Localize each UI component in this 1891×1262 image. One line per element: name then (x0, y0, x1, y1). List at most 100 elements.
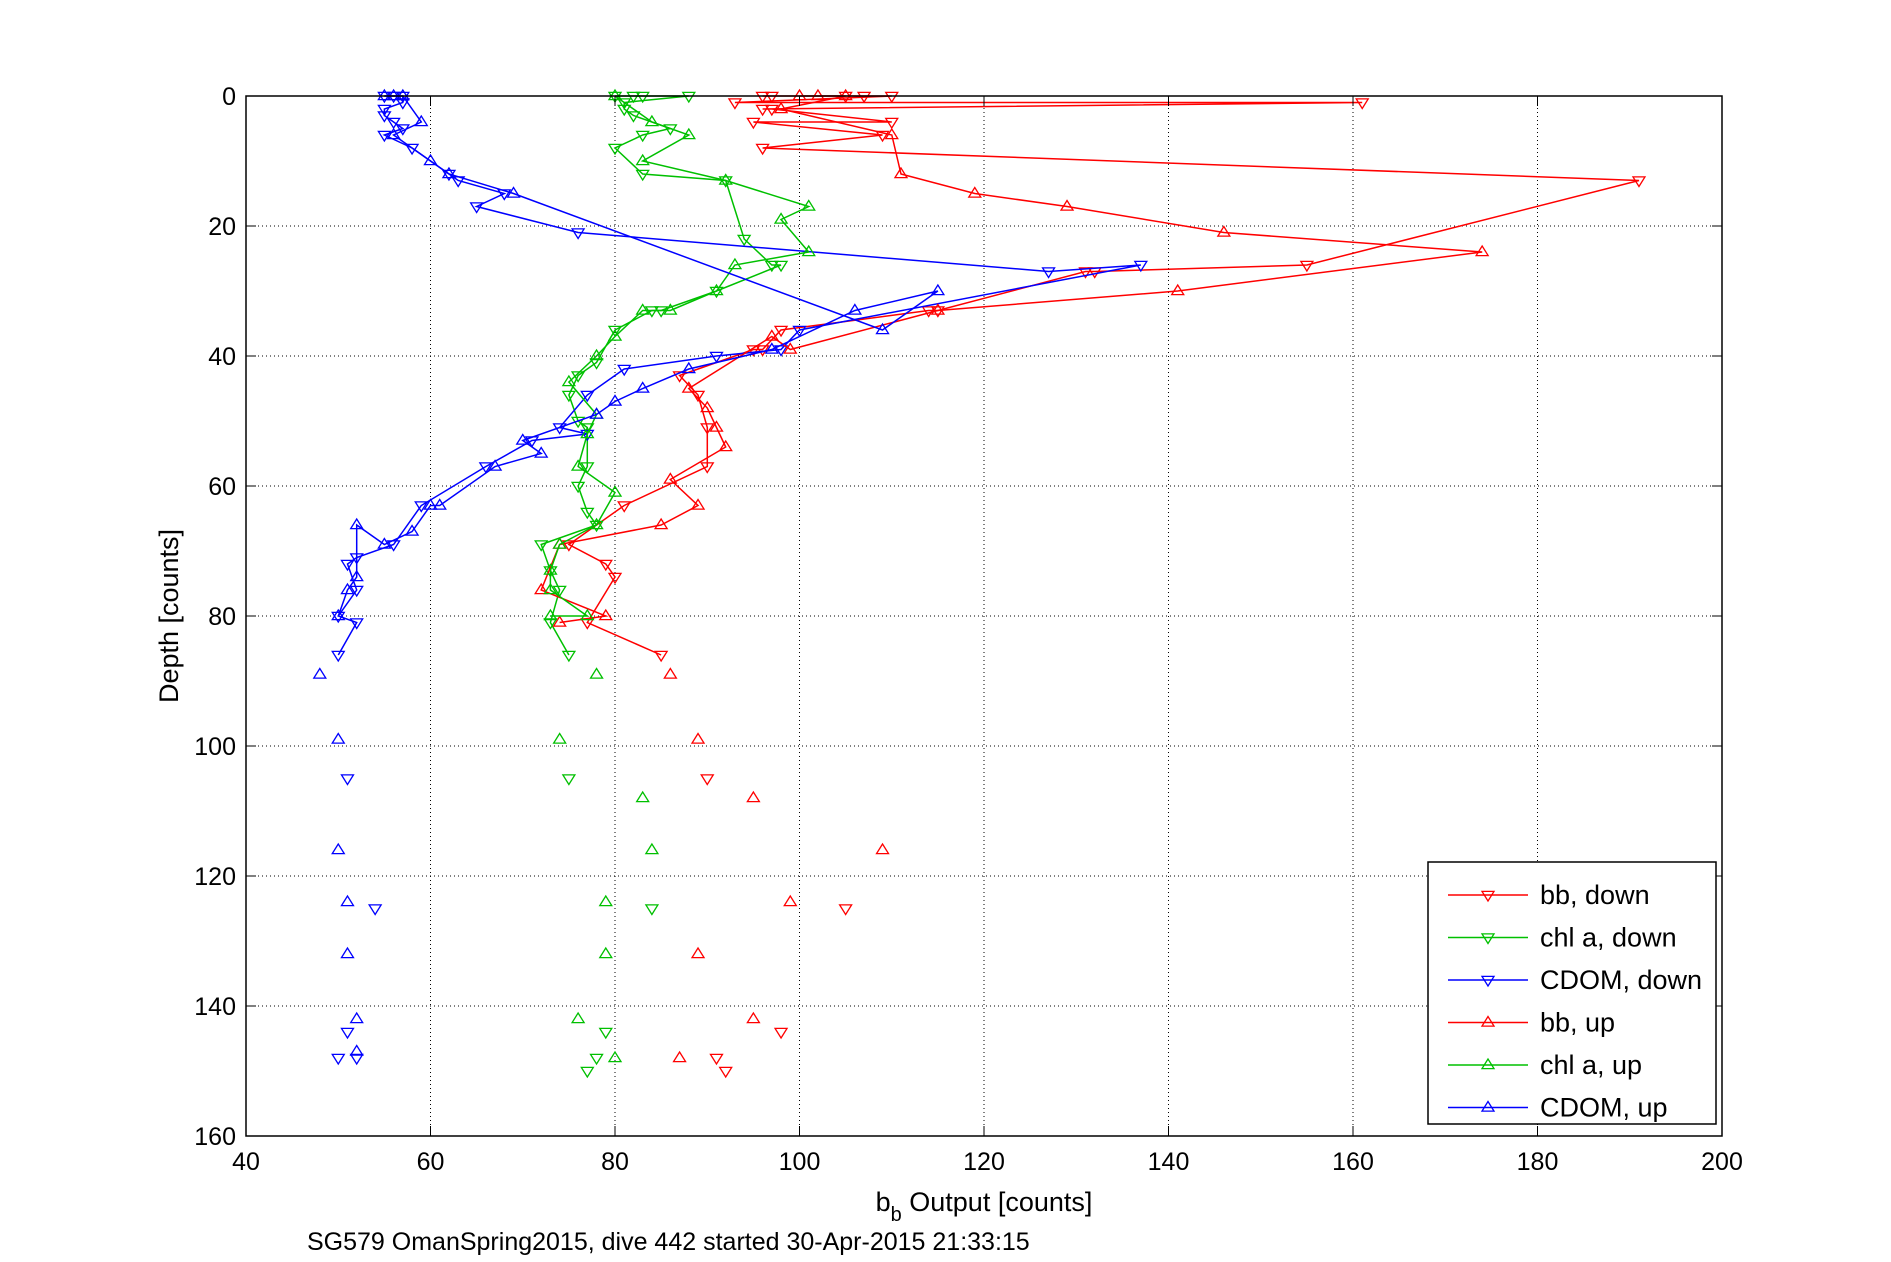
data-point (607, 325, 623, 338)
series-line (567, 95, 1640, 656)
data-point (801, 199, 816, 211)
data-point (340, 1027, 355, 1040)
data-point (930, 283, 946, 296)
data-point (561, 374, 577, 387)
data-point (543, 618, 558, 630)
data-point (644, 842, 660, 855)
data-point (1041, 267, 1056, 279)
data-point (838, 88, 853, 101)
data-point (764, 104, 779, 117)
data-point (414, 501, 429, 513)
data-point (635, 381, 650, 393)
data-point (331, 1053, 346, 1066)
data-point (736, 234, 752, 247)
data-point (552, 732, 567, 744)
legend-swatch-marker (1480, 933, 1496, 945)
data-point (561, 774, 577, 786)
data-point (644, 114, 660, 127)
data-point (497, 189, 512, 201)
data-point (349, 1053, 364, 1066)
data-point (690, 390, 706, 403)
data-point (340, 559, 355, 572)
data-point (1170, 283, 1185, 296)
data-point (644, 904, 660, 916)
legend-item: chl a, up (1448, 1050, 1642, 1080)
data-point (506, 186, 521, 198)
y-tick-label: 20 (208, 213, 236, 241)
data-point (746, 117, 761, 130)
data-point (386, 88, 401, 101)
legend-swatch-marker (1480, 890, 1496, 903)
data-point (755, 91, 770, 104)
data-point (764, 91, 779, 104)
data-point (700, 400, 715, 413)
data-point (377, 104, 392, 117)
x-tick-label: 160 (1332, 1148, 1374, 1176)
grid (246, 96, 1722, 1136)
data-point (718, 439, 733, 452)
data-point (653, 306, 669, 318)
x-tick-label: 140 (1148, 1148, 1190, 1176)
data-point (690, 732, 706, 744)
caption: SG579 OmanSpring2015, dive 442 started 3… (307, 1228, 1030, 1256)
data-point (543, 582, 558, 595)
data-point (589, 358, 604, 370)
data-point (838, 904, 853, 916)
data-point (1078, 267, 1093, 279)
data-point (681, 91, 696, 104)
data-point (672, 1050, 687, 1063)
data-point (552, 585, 567, 598)
data-point (404, 524, 420, 536)
data-point (377, 130, 392, 143)
data-point (607, 572, 623, 585)
data-point (700, 423, 715, 435)
data-point (1355, 98, 1370, 110)
data-point (580, 426, 595, 439)
y-tick-label: 100 (194, 733, 236, 761)
data-point (755, 104, 770, 117)
data-point (700, 462, 715, 474)
data-point (395, 91, 410, 104)
data-point (718, 173, 733, 185)
data-point (773, 1027, 789, 1040)
data-point (349, 1011, 364, 1024)
data-point (340, 774, 355, 786)
data-point (534, 446, 549, 458)
data-point (441, 166, 457, 179)
x-tick-label: 200 (1701, 1148, 1743, 1176)
series-line (337, 95, 939, 617)
data-point (1133, 260, 1148, 273)
data-point (598, 1027, 613, 1040)
legend-label: chl a, up (1540, 1050, 1642, 1080)
data-point (589, 517, 604, 530)
data-point (700, 774, 715, 786)
data-point (543, 608, 558, 621)
y-tick-label: 160 (194, 1123, 236, 1151)
legend-label: CDOM, up (1540, 1093, 1668, 1123)
series-bb-up (534, 88, 1490, 1063)
data-point (644, 306, 660, 318)
data-point (377, 111, 392, 123)
y-tick-label: 140 (194, 993, 236, 1021)
data-point (580, 390, 595, 403)
legend-label: CDOM, down (1540, 965, 1702, 995)
data-point (349, 618, 364, 630)
legend-item: CDOM, down (1448, 965, 1702, 995)
data-point (626, 111, 641, 123)
data-point (709, 283, 724, 296)
series-line (540, 95, 1483, 624)
data-point (580, 429, 595, 442)
data-point (552, 615, 567, 627)
data-point (875, 130, 890, 143)
data-point (727, 98, 743, 110)
data-point (967, 186, 982, 198)
data-point (607, 394, 623, 406)
data-point (386, 91, 401, 104)
data-point (432, 498, 447, 510)
data-point (423, 153, 438, 166)
data-point (663, 472, 678, 484)
data-point (570, 228, 586, 240)
series-cdom-down (331, 91, 1148, 1066)
y-tick-label: 0 (222, 83, 236, 111)
data-point (783, 894, 798, 907)
